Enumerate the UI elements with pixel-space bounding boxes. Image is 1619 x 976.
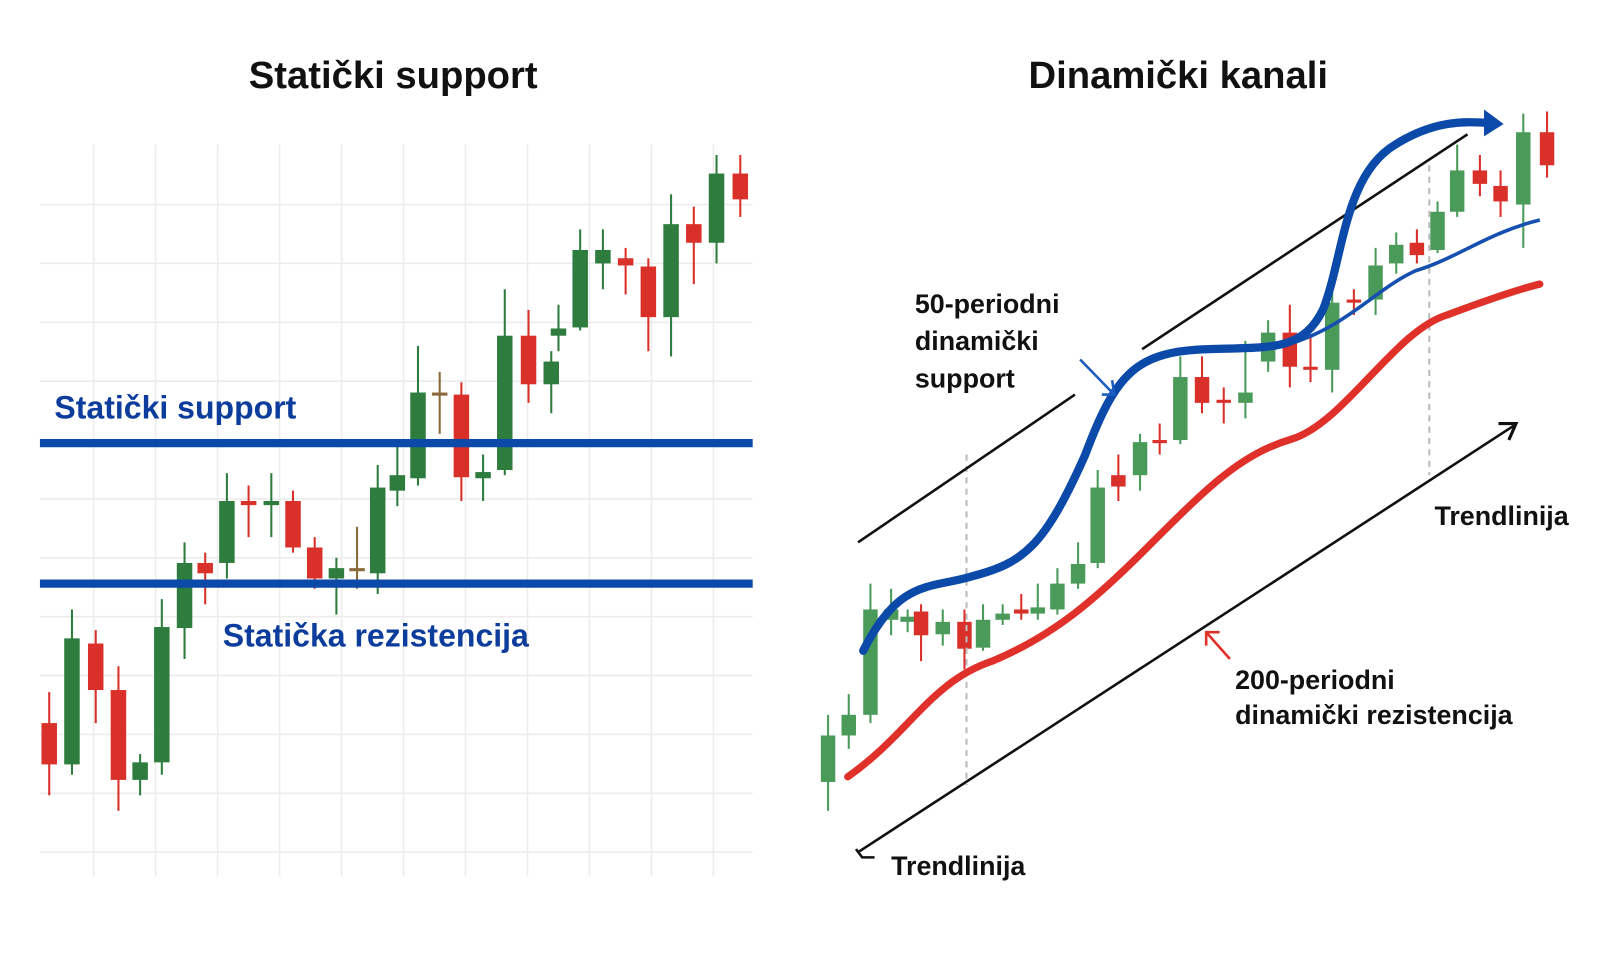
candle-body (1132, 442, 1148, 476)
candle-body (1324, 302, 1340, 370)
candle-body (87, 643, 104, 691)
candle-body (1173, 377, 1188, 441)
candle-body (349, 568, 365, 572)
arrow-head (1498, 421, 1519, 441)
candle-body (935, 621, 950, 635)
candle-body (1090, 487, 1105, 563)
candle-body (820, 735, 836, 782)
candle-body (595, 249, 611, 264)
candle-body (1472, 170, 1488, 184)
left-title: Statički support (249, 54, 538, 97)
trend-label: Trendlinija (1434, 501, 1569, 531)
candle-body (1493, 185, 1508, 202)
candle-body (410, 392, 426, 479)
candle-body (841, 714, 856, 736)
candles (41, 111, 1555, 811)
ma-thin (1281, 218, 1541, 348)
candle-body (1303, 366, 1318, 370)
candle-body (64, 638, 80, 765)
candle-body (389, 475, 406, 491)
candle-body (663, 224, 679, 318)
candle-body (475, 472, 491, 479)
candle-body (285, 500, 301, 548)
candle-body (306, 547, 323, 579)
candle-body (328, 568, 345, 579)
candle-body (995, 613, 1010, 620)
candle-body (197, 562, 213, 574)
resistance-label: dinamički rezistencija (1235, 700, 1514, 730)
ma-200 (844, 280, 1544, 781)
candle-body (263, 500, 280, 506)
candle-body (453, 394, 470, 478)
candle-body (543, 361, 560, 385)
candle-body (957, 621, 972, 649)
resistance-label: 200-periodni (1235, 665, 1395, 695)
candle-body (176, 562, 193, 629)
candle-body (1409, 242, 1425, 256)
candle-body (154, 627, 170, 763)
candle-body (1449, 170, 1465, 212)
support-label: 50-periodni (915, 289, 1060, 319)
candle-body (431, 392, 448, 396)
support-label: support (915, 363, 1015, 393)
candle-body (1430, 211, 1445, 250)
candle-body (240, 500, 257, 506)
candle-body (1516, 132, 1531, 205)
grid (39, 144, 753, 876)
support-label: Statički support (54, 389, 296, 425)
candle-body (1152, 440, 1167, 444)
candle-body (732, 173, 749, 200)
candle-body (550, 328, 567, 336)
trendline (1141, 133, 1469, 351)
candle-body (572, 249, 588, 328)
candle-body (520, 335, 537, 385)
arrow-head (1484, 109, 1504, 137)
candle-body (900, 616, 915, 622)
ma-50 (859, 118, 1493, 655)
trend-label: Trendlinija (891, 851, 1026, 881)
candle-body (1111, 475, 1126, 487)
candle-body (1539, 132, 1555, 166)
tick (854, 848, 875, 859)
candle-body (1216, 399, 1231, 403)
trendline (857, 393, 1076, 544)
right-title: Dinamički kanali (1029, 54, 1329, 97)
candle-body (1346, 299, 1362, 303)
candle-body (369, 487, 386, 574)
candle-body (640, 266, 657, 318)
candle-body (219, 500, 235, 563)
candle-body (617, 258, 634, 266)
candle-body (1014, 609, 1029, 614)
candle-body (1194, 377, 1210, 403)
candle-body (913, 611, 929, 636)
resistance-label: Statička rezistencija (223, 618, 530, 654)
candle-body (497, 335, 513, 471)
candle-body (132, 762, 148, 780)
candle-body (1070, 564, 1086, 584)
candle-body (686, 224, 702, 243)
candle-body (1389, 244, 1404, 264)
candle-body (1030, 607, 1046, 614)
pointer (1204, 630, 1231, 660)
candle-body (708, 173, 725, 243)
candle-body (41, 723, 57, 765)
candle-body (110, 690, 127, 780)
candle-body (1050, 583, 1065, 610)
candle-body (975, 619, 991, 648)
trendline (857, 424, 1515, 854)
support-label: dinamički (915, 326, 1039, 356)
pointer (1079, 358, 1116, 396)
candle-body (1238, 392, 1253, 403)
